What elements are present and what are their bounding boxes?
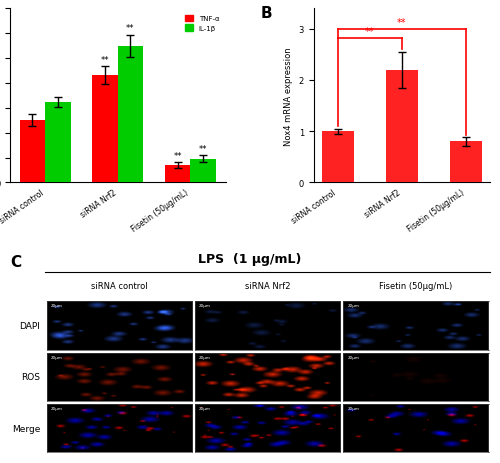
Bar [118, 46, 143, 183]
Text: Merge: Merge [12, 424, 40, 432]
Text: ROS: ROS [21, 373, 40, 382]
Text: **: ** [101, 56, 110, 65]
Text: 20μm: 20μm [51, 355, 63, 359]
Text: B: B [261, 6, 272, 21]
Text: **: ** [126, 24, 134, 33]
Legend: TNF-α, IL-1β: TNF-α, IL-1β [182, 13, 222, 35]
Text: 20μm: 20μm [348, 304, 360, 307]
Text: 20μm: 20μm [199, 304, 211, 307]
Bar [322, 132, 354, 183]
Text: **: ** [365, 27, 374, 37]
Bar [165, 166, 190, 183]
Text: DAPI: DAPI [19, 321, 40, 330]
Text: **: ** [199, 144, 207, 153]
Text: 20μm: 20μm [199, 406, 211, 410]
Text: 20μm: 20μm [199, 355, 211, 359]
Bar [20, 121, 45, 183]
Bar [190, 159, 216, 183]
Y-axis label: Nox4 mRNA expression: Nox4 mRNA expression [284, 47, 293, 145]
Text: C: C [10, 254, 21, 269]
Bar [450, 142, 482, 183]
Text: 20μm: 20μm [348, 355, 360, 359]
Bar [45, 103, 70, 183]
Text: 20μm: 20μm [51, 406, 63, 410]
Text: **: ** [174, 151, 182, 160]
Bar [386, 70, 418, 183]
Text: siRNA Nrf2: siRNA Nrf2 [244, 282, 290, 291]
Text: Fisetin (50μg/mL): Fisetin (50μg/mL) [379, 282, 452, 291]
Text: **: ** [397, 18, 406, 28]
Text: 20μm: 20μm [51, 304, 63, 307]
Text: siRNA control: siRNA control [91, 282, 148, 291]
Text: LPS  (1 μg/mL): LPS (1 μg/mL) [198, 252, 302, 265]
Text: 20μm: 20μm [348, 406, 360, 410]
Bar [92, 76, 118, 183]
